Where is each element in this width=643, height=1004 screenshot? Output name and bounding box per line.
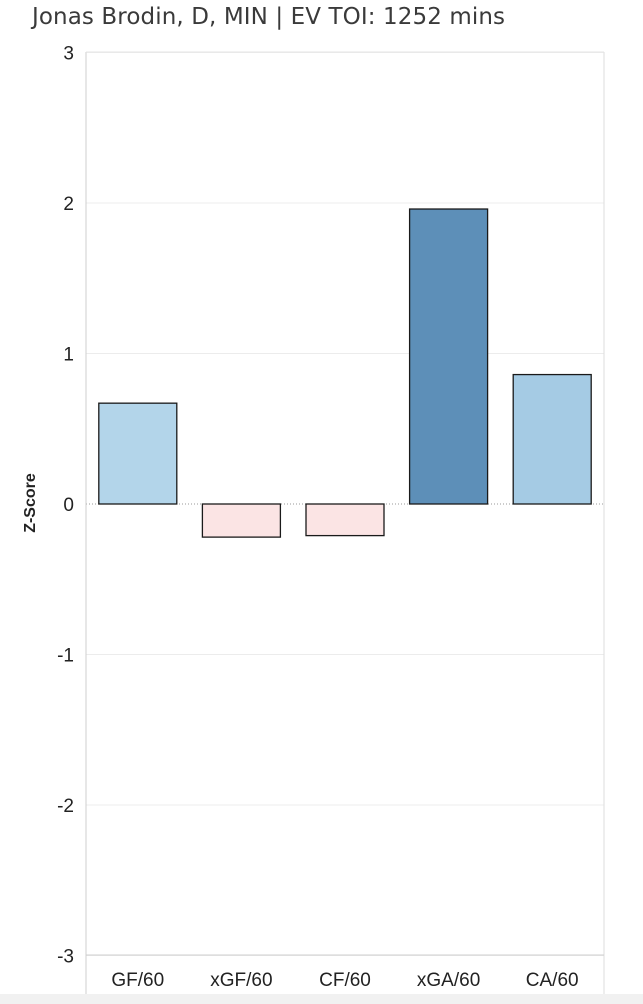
x-tick-label: xGF/60 [210,970,272,991]
x-tick-label: CA/60 [526,970,579,991]
y-tick-label: 1 [63,345,74,366]
x-tick-label: CF/60 [319,970,371,991]
bar-ca-60 [512,373,592,505]
y-tick-label: -1 [57,646,74,667]
x-tick-labels: GF/60 xGF/60 CF/60 xGA/60 CA/60 [111,970,578,991]
y-tick-label: 2 [63,194,74,215]
y-tick-labels: 3 2 1 0 -1 -2 -3 [57,44,74,968]
x-tick-label: GF/60 [111,970,164,991]
y-tick-label: 3 [63,44,74,65]
bar-gf-60 [98,402,178,505]
bar-xga-60 [408,208,489,505]
plot-frame [85,51,605,995]
bar-cf-60 [305,503,385,537]
x-tick-label: xGA/60 [417,970,480,991]
bars [98,208,592,538]
footer-strip [0,994,643,1004]
y-tick-label: -3 [57,947,74,968]
y-tick-label: -2 [57,796,74,817]
y-tick-label: 0 [63,495,74,516]
chart-title: Jonas Brodin, D, MIN | EV TOI: 1252 mins [32,4,506,30]
bar-xgf-60 [201,503,282,538]
